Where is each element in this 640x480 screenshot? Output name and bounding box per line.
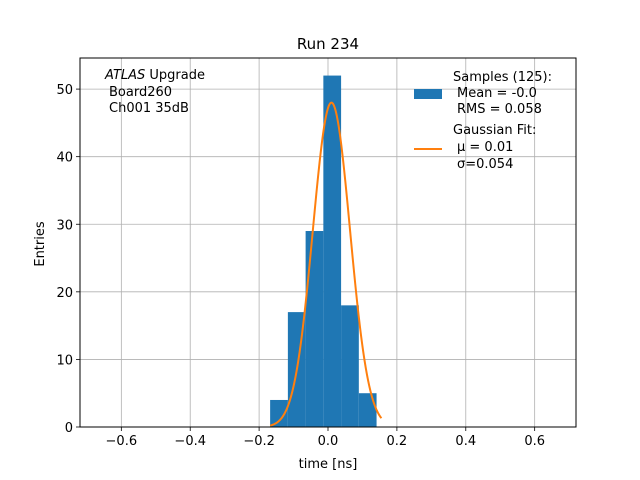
- legend-fit-title: Gaussian Fit:: [453, 123, 536, 138]
- x-axis-ticks: −0.6 −0.4 −0.2 0.0 0.2 0.4 0.6: [106, 427, 545, 449]
- x-axis-label: time [ns]: [299, 457, 358, 472]
- histogram-bar: [305, 231, 324, 427]
- chart-title: Run 234: [297, 35, 359, 53]
- x-tick-label: 0.2: [387, 434, 408, 449]
- annotation-board: Board260: [109, 85, 172, 100]
- histogram-bar: [270, 399, 288, 427]
- y-tick-label: 0: [65, 421, 73, 436]
- x-tick-label: −0.4: [174, 434, 206, 449]
- legend-samples-rms: RMS = 0.058: [457, 102, 542, 117]
- y-axis-label: Entries: [33, 221, 48, 267]
- annotation: ATLAS Upgrade Board260 Ch001 35dB: [104, 68, 205, 116]
- histogram-bar: [323, 75, 342, 428]
- x-tick-label: 0.0: [318, 434, 339, 449]
- y-tick-label: 10: [56, 353, 73, 368]
- legend-fit-mu: μ = 0.01: [457, 140, 513, 155]
- x-tick-label: −0.2: [243, 434, 275, 449]
- annotation-channel: Ch001 35dB: [109, 101, 189, 116]
- y-tick-label: 30: [56, 218, 73, 233]
- annotation-atlas: ATLAS: [104, 68, 145, 83]
- legend: Samples (125): Mean = -0.0 RMS = 0.058 G…: [414, 70, 552, 172]
- histogram-bars: [270, 75, 377, 428]
- legend-samples-mean: Mean = -0.0: [457, 86, 537, 101]
- x-tick-label: 0.4: [455, 434, 476, 449]
- legend-fit-sigma: σ=0.054: [457, 157, 513, 172]
- y-axis-ticks: 0 10 20 30 40 50: [56, 83, 80, 436]
- legend-samples-swatch: [414, 89, 442, 99]
- x-tick-label: 0.6: [524, 434, 545, 449]
- y-tick-label: 50: [56, 83, 73, 98]
- x-tick-label: −0.6: [106, 434, 138, 449]
- y-tick-label: 40: [56, 151, 73, 166]
- gaussian-fit: [269, 101, 383, 427]
- legend-samples-title: Samples (125):: [453, 70, 552, 85]
- histogram-bar: [341, 305, 359, 427]
- y-tick-label: 20: [56, 286, 73, 301]
- svg-text:ATLAS Upgrade: ATLAS Upgrade: [104, 68, 205, 83]
- histogram-bar: [358, 393, 377, 427]
- annotation-upgrade: Upgrade: [145, 68, 205, 83]
- gaussian-fit-line: [269, 101, 383, 427]
